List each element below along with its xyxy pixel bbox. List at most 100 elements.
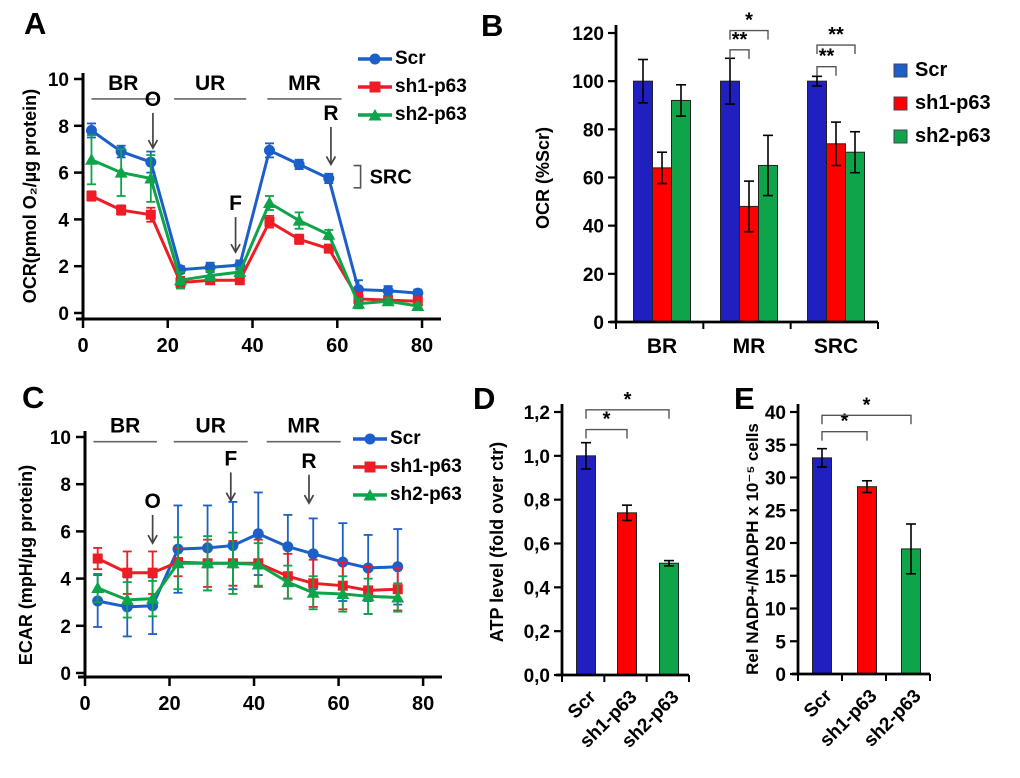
significance-bracket [729,49,750,59]
panel-a-ocr-line-chart: BR UR MR O F R 0 2 4 6 8 10 0 20 40 60 80 SRC [48,70,441,357]
significance-label: ** [828,24,844,46]
y-tick-label: 20 [765,534,786,555]
bar-BR-sh2-p63 [671,99,691,323]
significance-bracket [816,66,837,76]
legend-item-scr: Scr [352,425,462,453]
significance-bracket [729,29,769,40]
bar-sh1-p63 [857,486,877,675]
panel-label-c: C [22,380,45,415]
injection-label-R: R [301,450,316,473]
sh1-line-square-marker-icon [353,461,387,473]
injection-label-O: O [144,490,160,513]
y-tick-label: 6 [60,522,71,543]
y-tick-label: 10 [765,600,786,621]
category-label-MR: MR [733,335,766,358]
panel-b-legend: Scr sh1-p63 sh2-p63 [893,54,991,153]
bar-SRC-sh2-p63 [845,151,865,323]
sh1-p63-point [294,234,305,245]
significance-label: * [603,409,611,431]
sh2-p63-point [262,196,276,209]
phase-label-MR: MR [288,72,321,95]
legend-label: Scr [390,428,421,449]
Scr-point [293,158,305,170]
bar-sh2-p63 [659,562,679,676]
sh1-p63-point [92,553,103,564]
sh1-p63-point [122,567,133,578]
y-tick-label: 10 [50,428,71,449]
sh2-p63-line [97,561,398,602]
legend-label: sh1-p63 [395,76,467,97]
sh2-p63-point [146,592,160,604]
sh2-line-triangle-marker-icon [353,489,387,501]
src-bracket [353,164,362,189]
sh1-p63-point [147,567,158,578]
Scr-point [323,172,335,184]
panel-label-a: A [24,6,47,41]
sh2-p63-point [84,153,98,165]
injection-label-R: R [323,102,338,125]
category-label-SRC: SRC [814,335,858,358]
sh1-square-swatch-icon [893,96,908,111]
y-tick-label: 0,4 [524,578,551,599]
significance-bracket [585,409,670,419]
x-tick-label: 40 [241,335,263,357]
sh2-p63-point [336,587,350,599]
sh2-p63-line [90,158,419,308]
x-tick-label: 20 [157,335,179,357]
phase-label-BR: BR [110,415,140,438]
y-tick-label: 100 [572,72,604,93]
sh2-p63-point [351,297,365,309]
phase-label-UR: UR [195,72,225,95]
panel-c-legend: Scr sh1-p63 sh2-p63 [352,425,462,509]
significance-bracket [816,44,856,55]
Scr-point [412,287,424,299]
significance-label: * [863,394,871,416]
y-tick-label: 0 [593,313,604,334]
x-tick-label: 0 [79,693,90,715]
phase-label-UR: UR [196,415,226,438]
panel-c-ecar-line-chart: BR UR MR O F R 0 2 4 6 8 10 0 20 40 60 80 [50,415,442,715]
sh2-p63-point [391,590,405,603]
y-tick-label: 15 [765,567,787,588]
x-tick-label: 60 [326,335,348,357]
y-tick-label: 10 [48,70,69,91]
Scr-point [263,144,275,156]
y-tick-label: 80 [583,120,604,141]
injection-arrowhead-icon [147,139,159,150]
panel-a-y-axis-title: OCR(pmol O₂/µg protein) [20,88,40,304]
sh2-p63-point [120,593,134,605]
y-tick-label: 35 [765,436,787,457]
y-tick-label: 5 [775,632,786,653]
y-tick-label: 25 [765,501,787,522]
legend-item-scr: Scr [893,54,991,87]
y-tick-label: 4 [58,210,69,231]
sh2-p63-point [251,557,265,570]
panel-label-d: D [473,381,496,416]
y-tick-label: 8 [60,475,71,496]
sh2-p63-point [144,171,158,184]
injection-arrowhead-icon [230,243,241,254]
significance-label: * [745,10,753,32]
y-tick-label: 0,8 [524,491,550,512]
scr-line-circle-marker-icon [358,53,392,65]
injection-arrowhead-icon [225,492,237,503]
y-tick-label: 30 [765,469,786,490]
sh2-p63-point [91,581,105,594]
sh2-p63-point [203,269,217,281]
sh2-square-swatch-icon [893,129,908,144]
y-tick-label: 1,0 [524,447,550,468]
panel-label-e: E [734,381,755,416]
legend-item-sh2-p63: sh2-p63 [893,120,991,153]
legend-item-sh2-p63: sh2-p63 [352,481,462,509]
y-tick-label: 4 [60,570,71,591]
Scr-point [252,528,264,540]
category-label-BR: BR [647,335,677,358]
sh1-p63-point [145,209,156,220]
panel-e-y-axis-title: Rel NADP+/NADPH x 10⁻⁵ cells [743,423,762,675]
panel-d-y-axis-title: ATP level (fold over ctr) [487,441,507,643]
y-tick-label: 0 [58,304,69,325]
sh1-p63-point [116,205,127,216]
